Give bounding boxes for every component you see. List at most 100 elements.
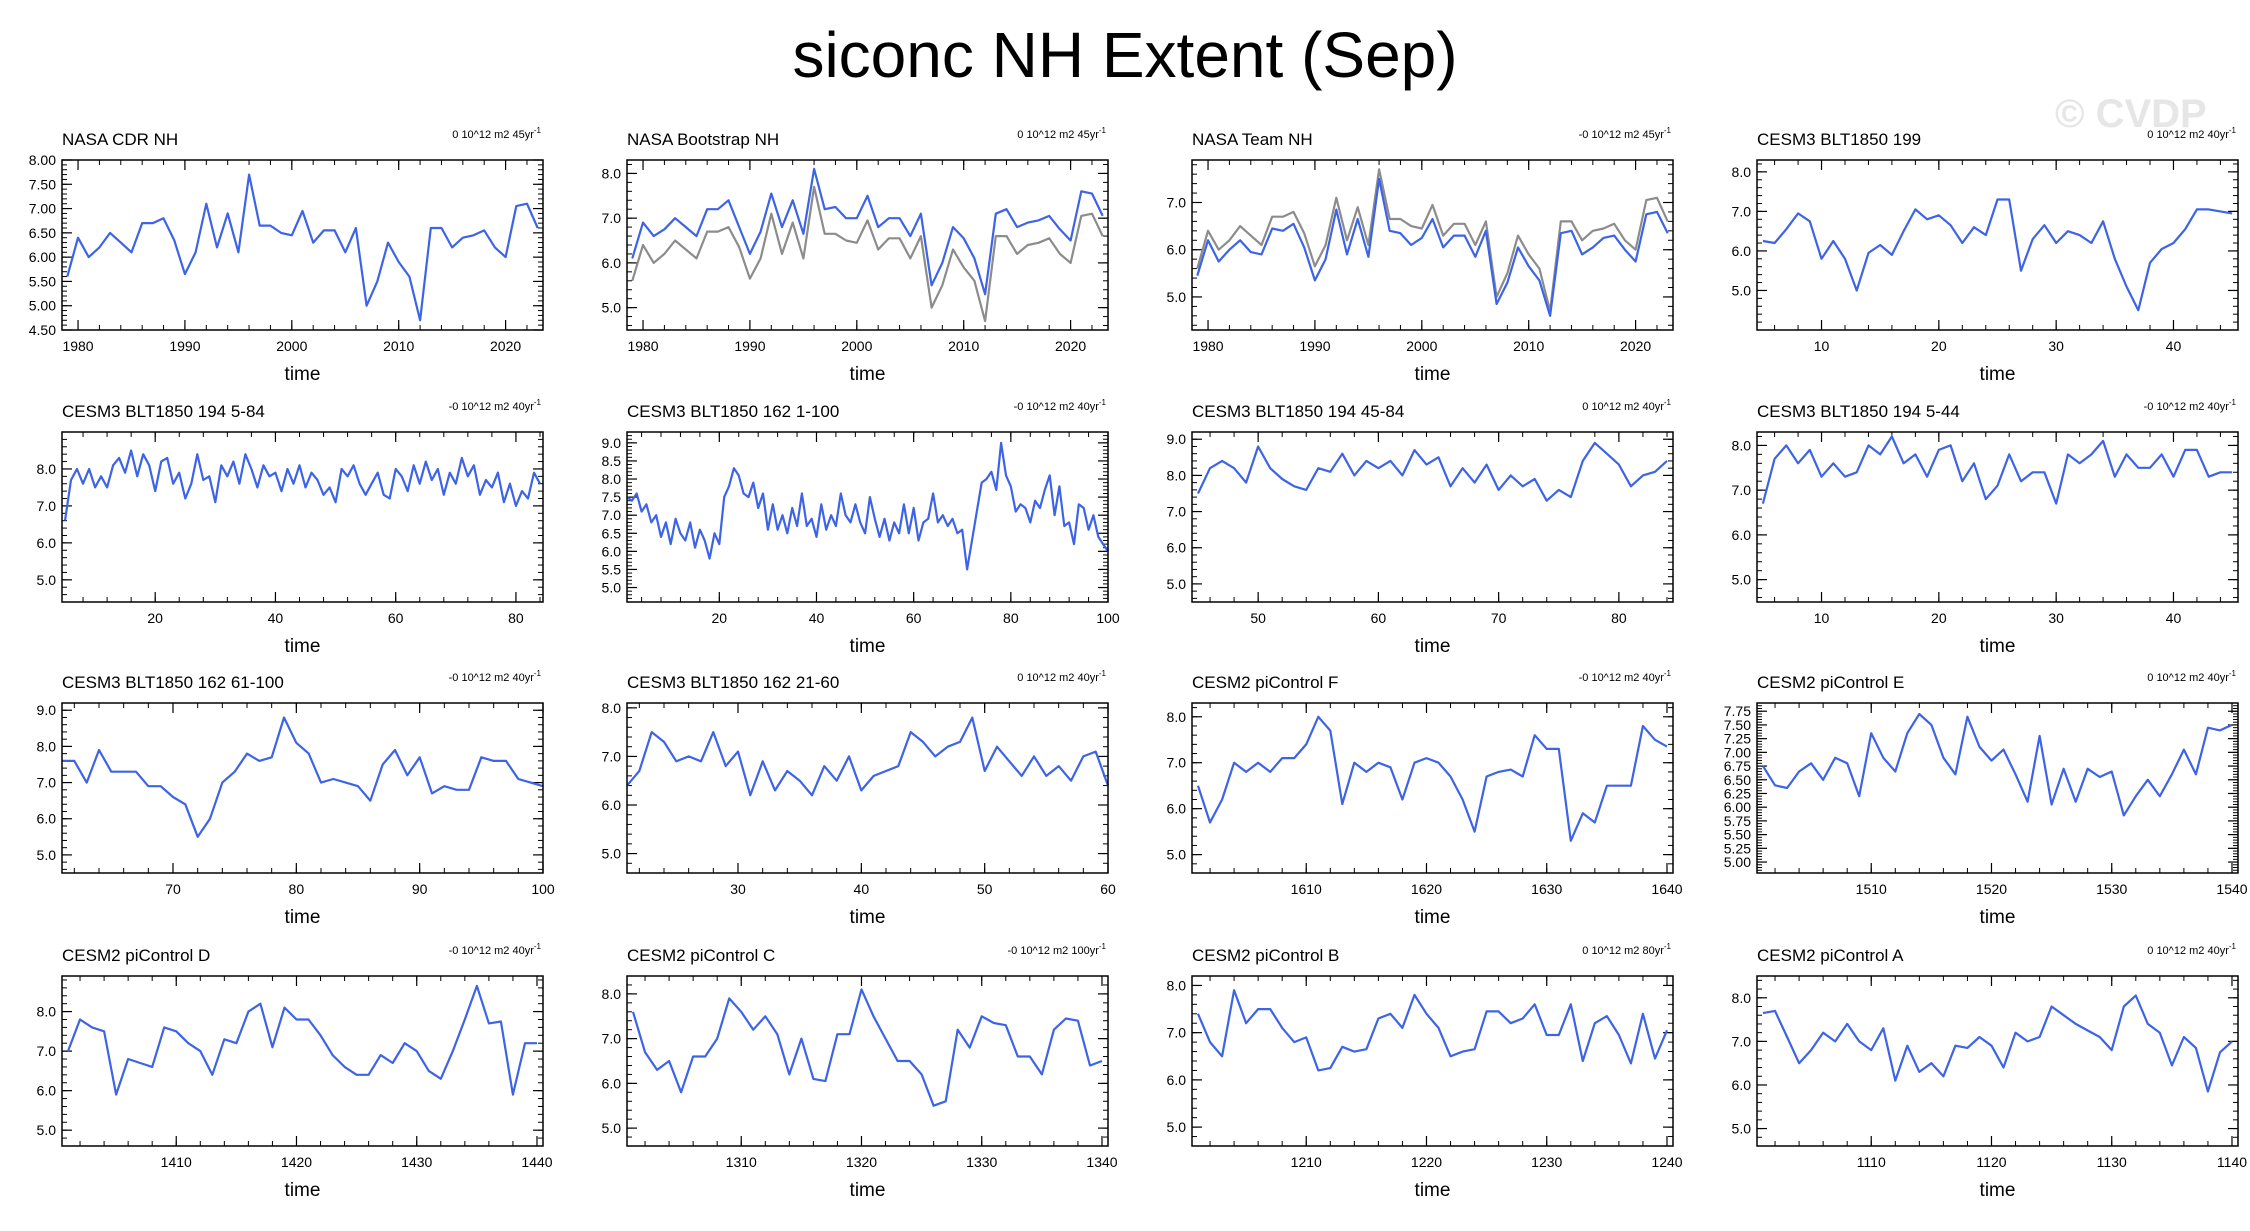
x-tick-label: 50 xyxy=(1250,610,1266,626)
y-tick-label: 5.0 xyxy=(1732,572,1752,588)
y-tick-label: 5.25 xyxy=(1724,840,1751,856)
trend-label: 0 10^12 m2 40yr-1 xyxy=(1582,398,1671,413)
x-axis-label: time xyxy=(285,636,321,657)
y-tick-label: 5.50 xyxy=(29,273,56,289)
x-tick-label: 1230 xyxy=(1531,1154,1562,1170)
series-line-2 xyxy=(631,185,1104,323)
y-tick-label: 5.0 xyxy=(37,1122,57,1138)
x-tick-label: 1540 xyxy=(2216,881,2247,897)
x-tick-label: 1630 xyxy=(1531,881,1562,897)
series-line-1 xyxy=(62,716,544,838)
x-tick-label: 2010 xyxy=(383,338,414,354)
trend-label: -0 10^12 m2 40yr-1 xyxy=(1579,669,1672,684)
x-tick-label: 1520 xyxy=(1976,881,2007,897)
x-axis-label: time xyxy=(1980,636,2016,657)
x-tick-label: 40 xyxy=(2166,338,2182,354)
y-tick-label: 5.0 xyxy=(1732,282,1752,298)
y-tick-label: 7.0 xyxy=(1732,1033,1752,1049)
plot-frame xyxy=(1191,975,1674,1147)
y-tick-label: 6.0 xyxy=(602,1075,622,1091)
y-tick-label: 8.0 xyxy=(602,471,622,487)
x-tick-label: 60 xyxy=(1371,610,1387,626)
x-axis-label: time xyxy=(285,907,321,928)
x-tick-label: 1320 xyxy=(846,1154,877,1170)
x-axis-label: time xyxy=(850,364,886,385)
x-axis-label: time xyxy=(1980,907,2016,928)
plot-frame xyxy=(1191,702,1674,874)
x-tick-label: 2020 xyxy=(490,338,521,354)
x-axis-label: time xyxy=(285,1180,321,1201)
chart-panel-13: CESM2 piControl D -0 10^12 m2 40yr-1 1410 1… xyxy=(37,942,553,1201)
panel-title: CESM3 BLT1850 194 5-84 xyxy=(62,402,265,421)
y-tick-label: 5.00 xyxy=(29,298,56,314)
y-tick-label: 6.0 xyxy=(1732,243,1752,259)
y-tick-label: 6.25 xyxy=(1724,785,1751,801)
trend-label: 0 10^12 m2 40yr-1 xyxy=(1017,669,1106,684)
y-tick-label: 6.0 xyxy=(37,1083,57,1099)
y-tick-label: 7.5 xyxy=(602,489,622,505)
x-tick-label: 1310 xyxy=(726,1154,757,1170)
y-tick-label: 5.0 xyxy=(1167,289,1187,305)
y-tick-label: 5.0 xyxy=(1732,1121,1752,1137)
y-tick-label: 7.50 xyxy=(1724,717,1751,733)
x-tick-label: 30 xyxy=(2048,610,2064,626)
y-tick-label: 5.0 xyxy=(602,846,622,862)
x-tick-label: 1140 xyxy=(2217,1154,2247,1170)
x-axis-label: time xyxy=(850,907,886,928)
x-tick-label: 1430 xyxy=(401,1154,432,1170)
trend-label: -0 10^12 m2 40yr-1 xyxy=(1014,398,1107,413)
x-tick-label: 1620 xyxy=(1411,881,1442,897)
y-tick-label: 5.00 xyxy=(1724,854,1751,870)
y-tick-label: 4.50 xyxy=(29,322,56,338)
series-line-1 xyxy=(1196,177,1669,317)
panel-title: NASA CDR NH xyxy=(62,130,178,149)
series-line-1 xyxy=(626,716,1110,797)
trend-label: 0 10^12 m2 45yr-1 xyxy=(1017,126,1106,141)
x-tick-label: 100 xyxy=(531,881,555,897)
x-tick-label: 2020 xyxy=(1055,338,1086,354)
plot-frame xyxy=(626,159,1109,331)
y-tick-label: 6.0 xyxy=(1167,1072,1187,1088)
panel-title: CESM3 BLT1850 199 xyxy=(1757,130,1921,149)
x-axis-label: time xyxy=(1980,364,2016,385)
series-line-1 xyxy=(626,441,1109,571)
x-tick-label: 1440 xyxy=(521,1154,552,1170)
plot-frame xyxy=(1191,159,1674,331)
y-tick-label: 7.0 xyxy=(602,748,622,764)
x-tick-label: 2000 xyxy=(276,338,307,354)
plot-frame xyxy=(1756,159,2239,331)
series-line-1 xyxy=(1197,441,1668,502)
y-tick-label: 9.0 xyxy=(1167,431,1187,447)
panel-title: CESM2 piControl C xyxy=(627,946,775,965)
trend-label: -0 10^12 m2 40yr-1 xyxy=(449,398,542,413)
trend-label: 0 10^12 m2 80yr-1 xyxy=(1582,942,1671,957)
x-tick-label: 20 xyxy=(1931,338,1947,354)
chart-panel-2: NASA Bootstrap NH 0 10^12 m2 45yr-1 1980 19… xyxy=(602,126,1109,385)
chart-panel-8: CESM3 BLT1850 194 5-44 -0 10^12 m2 40yr-1… xyxy=(1732,398,2239,657)
x-tick-label: 1510 xyxy=(1856,881,1887,897)
series-line-1 xyxy=(631,167,1104,296)
y-tick-label: 6.00 xyxy=(1724,799,1751,815)
y-tick-label: 9.0 xyxy=(602,435,622,451)
y-tick-label: 6.0 xyxy=(1167,540,1187,556)
plot-frame xyxy=(1756,975,2239,1147)
y-tick-label: 5.0 xyxy=(1167,1119,1187,1135)
series-line-1 xyxy=(631,988,1103,1107)
chart-panel-11: CESM2 piControl F -0 10^12 m2 40yr-1 1610 1… xyxy=(1167,669,1683,928)
y-tick-label: 6.0 xyxy=(602,543,622,559)
chart-panel-10: CESM3 BLT1850 162 21-60 0 10^12 m2 40yr-1… xyxy=(602,669,1116,928)
x-tick-label: 10 xyxy=(1814,338,1830,354)
y-tick-label: 7.25 xyxy=(1724,731,1751,747)
y-tick-label: 7.0 xyxy=(602,210,622,226)
chart-panel-14: CESM2 piControl C -0 10^12 m2 100yr-1 1310… xyxy=(602,942,1118,1201)
y-tick-label: 7.0 xyxy=(37,775,57,791)
x-tick-label: 1330 xyxy=(966,1154,997,1170)
y-tick-label: 6.75 xyxy=(1724,758,1751,774)
y-tick-label: 8.0 xyxy=(1167,467,1187,483)
y-tick-label: 8.0 xyxy=(602,165,622,181)
plot-frame xyxy=(626,702,1109,874)
plot-frame xyxy=(626,431,1109,603)
series-line-1 xyxy=(1762,198,2233,312)
panel-title: CESM3 BLT1850 194 45-84 xyxy=(1192,402,1404,421)
